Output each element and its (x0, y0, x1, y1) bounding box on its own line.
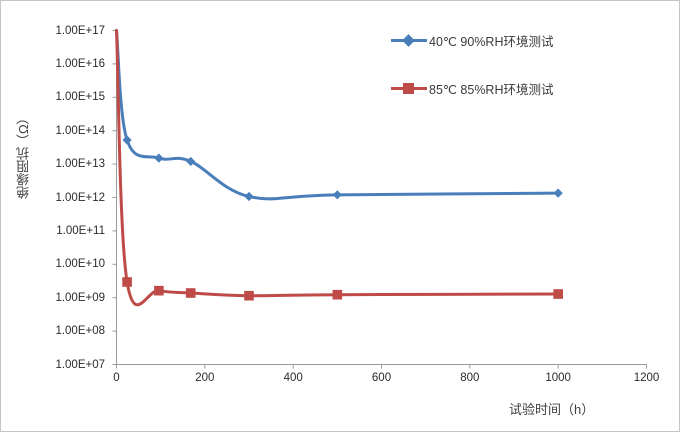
data-point-marker-square (332, 289, 343, 300)
legend-entry-series-1[interactable]: 40℃ 90%RH环境测试 (391, 29, 641, 51)
x-axis-tick-label: 1000 (545, 372, 571, 384)
y-axis-tick-label: 1.00E+09 (55, 291, 105, 304)
y-axis-tick-label: 1.00E+11 (56, 224, 105, 237)
y-axis-tick-label: 1.00E+08 (55, 325, 105, 338)
legend-marker-diamond-icon (391, 33, 427, 47)
y-axis-tick-label: 1.00E+16 (55, 57, 105, 70)
legend-label-series-2: 85℃ 85%RH环境测试 (429, 82, 554, 97)
data-point-marker-square (553, 289, 563, 299)
y-axis-tick-label: 1.00E+15 (55, 91, 105, 104)
data-point-marker-square (244, 290, 254, 301)
data-point-marker-diamond (186, 156, 196, 167)
y-axis-tick-label: 1.00E+12 (55, 191, 105, 204)
data-point-marker-square (185, 288, 196, 298)
legend-marker-square-icon (391, 81, 427, 95)
legend-label-series-1: 40℃ 90%RH环境测试 (429, 34, 554, 49)
x-axis-tick-label: 800 (460, 372, 480, 384)
data-point-marker-diamond (122, 135, 132, 145)
y-axis-tick-label: 1.00E+14 (55, 124, 105, 137)
x-axis-tick-label: 600 (371, 372, 392, 384)
series-1 (115, 29, 563, 202)
data-point-marker-square (122, 277, 132, 287)
x-axis-tick-label: 0 (113, 372, 120, 384)
data-point-marker-diamond (332, 190, 342, 200)
y-axis-tick-label: 1.00E+10 (55, 258, 105, 271)
y-axis-tick-labels: 1.00E+17 1.00E+16 1.00E+15 1.00E+14 1.00E+13… (27, 1, 105, 431)
chart-legend: 40℃ 90%RH环境测试 85℃ 85%RH环境测试 (391, 29, 641, 125)
x-axis-tick-label: 400 (283, 372, 303, 384)
data-point-marker-square (154, 285, 164, 296)
data-point-marker-diamond (154, 153, 164, 163)
data-point-marker-diamond (244, 191, 254, 202)
data-point-marker-diamond (553, 188, 563, 198)
legend-entry-series-2[interactable]: 85℃ 85%RH环境测试 (391, 77, 641, 99)
y-axis-tick-label: 1.00E+07 (55, 358, 105, 371)
x-axis-title: 试验时间（h） (509, 402, 595, 417)
x-axis-tick-label: 1200 (633, 372, 660, 384)
series-2 (115, 29, 563, 307)
y-axis-tick-label: 1.00E+17 (55, 24, 105, 37)
y-axis-tick-label: 1.00E+13 (55, 158, 105, 171)
x-axis-tick-label: 200 (195, 372, 215, 384)
